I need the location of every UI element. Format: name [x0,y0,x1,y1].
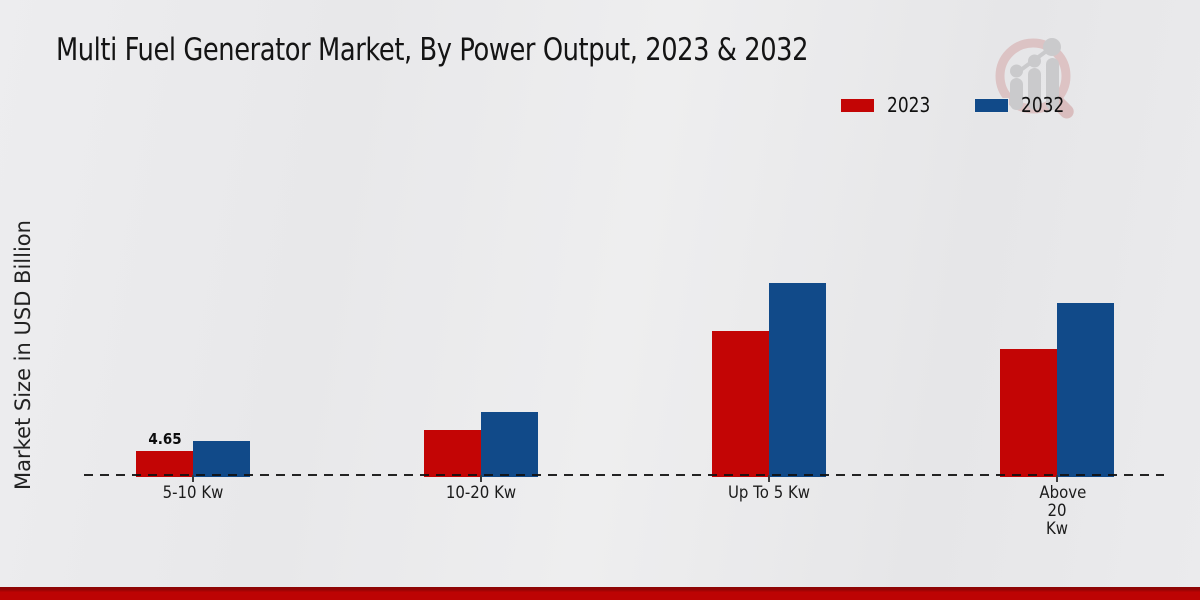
bar-2023-5-10-kw [136,451,193,477]
legend-label-2023: 2023 [887,93,931,117]
legend-item-2023: 2023 [840,93,938,117]
x-tick-up-to-5-kw [768,475,770,482]
x-tick-label-up-to-5-kw: Up To 5 Kw [727,483,811,503]
bar-2032-10-20-kw [481,412,538,477]
x-tick-10-20-kw [480,475,482,482]
x-axis-baseline [84,474,1164,476]
magnifier-bar-chart-logo-icon [988,28,1078,127]
y-axis-label: Market Size in USD Billion [11,220,35,490]
legend: 2023 2032 [840,92,1072,118]
legend-swatch-2032 [973,97,1009,113]
chart-title: Multi Fuel Generator Market, By Power Ou… [56,32,809,68]
x-tick-label-5-10-kw: 5-10 Kw [162,483,224,503]
bar-2032-up-to-5-kw [769,283,826,477]
x-tick-label-above-20-kw: Above 20 Kw [1039,483,1087,539]
bar-2023-above-20-kw [1000,349,1057,477]
bar-2023-up-to-5-kw [712,331,769,477]
x-tick-above-20-kw [1056,475,1058,482]
legend-label-2032: 2032 [1020,93,1065,117]
legend-item-2032: 2032 [973,93,1072,117]
bar-2023-10-20-kw [424,430,481,477]
x-tick-label-10-20-kw: 10-20 Kw [445,483,517,503]
bar-2032-above-20-kw [1057,303,1114,477]
footer-accent-band [0,587,1200,600]
data-label-2023-5-10-kw: 4.65 [147,430,182,448]
legend-swatch-2023 [840,97,875,113]
x-tick-5-10-kw [192,475,194,482]
bar-2032-5-10-kw [193,441,250,477]
